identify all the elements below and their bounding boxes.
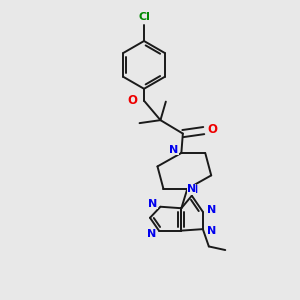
Text: N: N: [187, 184, 196, 194]
Text: N: N: [148, 199, 158, 209]
Text: Cl: Cl: [138, 12, 150, 22]
Text: N: N: [169, 145, 178, 155]
Text: N: N: [189, 185, 199, 195]
Text: N: N: [207, 205, 216, 215]
Text: N: N: [207, 226, 216, 236]
Text: O: O: [128, 94, 138, 107]
Text: O: O: [208, 123, 218, 136]
Text: N: N: [147, 229, 156, 238]
